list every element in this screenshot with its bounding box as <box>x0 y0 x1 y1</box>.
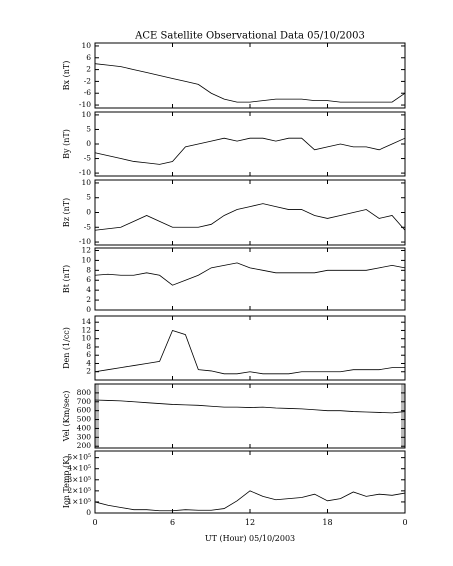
data-line <box>94 490 406 512</box>
y-tick-label: 4×10⁵ <box>67 464 91 473</box>
x-tick-label: 18 <box>322 518 332 527</box>
y-tick-label: 2×10⁵ <box>67 486 91 495</box>
y-tick-label: -5 <box>84 154 92 163</box>
y-tick-label: 4 <box>86 358 91 367</box>
y-tick-label: 500 <box>77 415 92 424</box>
y-tick-label: 0 <box>86 139 91 148</box>
y-tick-label: 3×10⁵ <box>67 475 91 484</box>
y-tick-label: 10 <box>81 41 91 50</box>
y-tick-label: 700 <box>77 397 92 406</box>
y-tick-label: 600 <box>77 406 92 415</box>
y-tick-label: -10 <box>79 237 91 246</box>
y-axis-label: Vel (Km/sec) <box>62 391 71 443</box>
y-tick-label: 8 <box>86 265 91 274</box>
y-axis-label: By (nT) <box>62 129 71 159</box>
y-tick-label: 2 <box>86 367 91 376</box>
x-tick-label: 6 <box>170 518 175 527</box>
y-axis-label: Den (1/cc) <box>62 327 71 369</box>
y-tick-label: -10 <box>79 168 91 177</box>
panel-frame <box>94 450 406 514</box>
y-tick-label: 6 <box>86 275 91 284</box>
y-tick-label: -6 <box>84 88 92 97</box>
panel-frame <box>94 111 406 177</box>
y-axis-label: Ion Temp (K) <box>62 456 71 509</box>
data-line <box>94 137 406 165</box>
data-line <box>94 203 406 231</box>
y-tick-label: -2 <box>84 76 92 85</box>
panel-frame <box>94 315 406 381</box>
y-tick-label: 10 <box>81 110 91 119</box>
y-axis-label: Bz (nT) <box>62 198 71 227</box>
panel-frame <box>94 179 406 246</box>
y-tick-label: 5×10⁵ <box>67 453 91 462</box>
y-tick-label: 10 <box>81 334 91 343</box>
y-tick-label: 10 <box>81 255 91 264</box>
y-tick-label: 400 <box>77 423 92 432</box>
y-axis-label: Bt (nT) <box>62 265 71 293</box>
data-line <box>94 399 406 414</box>
y-tick-label: 0 <box>86 305 91 314</box>
panel-frame <box>94 247 406 311</box>
y-tick-label: 0 <box>86 208 91 217</box>
chart-title: ACE Satellite Observational Data 05/10/2… <box>134 31 365 42</box>
y-tick-label: 12 <box>81 325 91 334</box>
x-axis-label: UT (Hour) 05/10/2003 <box>205 534 295 543</box>
no-data-shade <box>95 384 99 448</box>
y-tick-label: 8 <box>86 342 91 351</box>
y-tick-label: -10 <box>79 100 91 109</box>
y-tick-label: 6 <box>86 53 91 62</box>
y-tick-label: 10 <box>81 178 91 187</box>
y-tick-label: 5 <box>86 124 91 133</box>
y-tick-label: 800 <box>77 388 92 397</box>
y-tick-label: -5 <box>84 222 92 231</box>
data-line <box>94 329 405 375</box>
x-tick-label: 0 <box>402 518 407 527</box>
y-tick-label: 0 <box>86 508 91 517</box>
y-tick-label: 200 <box>77 441 92 450</box>
y-tick-label: 14 <box>81 317 91 326</box>
x-tick-label: 0 <box>92 518 97 527</box>
y-tick-label: 300 <box>77 432 92 441</box>
y-tick-label: 2 <box>86 65 91 74</box>
data-line <box>94 63 406 103</box>
x-tick-label: 12 <box>245 518 255 527</box>
y-tick-label: 6 <box>86 350 91 359</box>
y-tick-label: 5 <box>86 193 91 202</box>
y-axis-label: Bx (nT) <box>62 61 71 91</box>
y-tick-label: 1×10⁵ <box>67 497 91 506</box>
data-line <box>94 262 406 286</box>
y-tick-label: 2 <box>86 295 91 304</box>
y-tick-label: 12 <box>81 245 91 254</box>
panel-frame <box>94 42 406 109</box>
panel-frame <box>94 383 406 449</box>
y-tick-label: 4 <box>86 285 91 294</box>
no-data-shade <box>401 384 405 448</box>
